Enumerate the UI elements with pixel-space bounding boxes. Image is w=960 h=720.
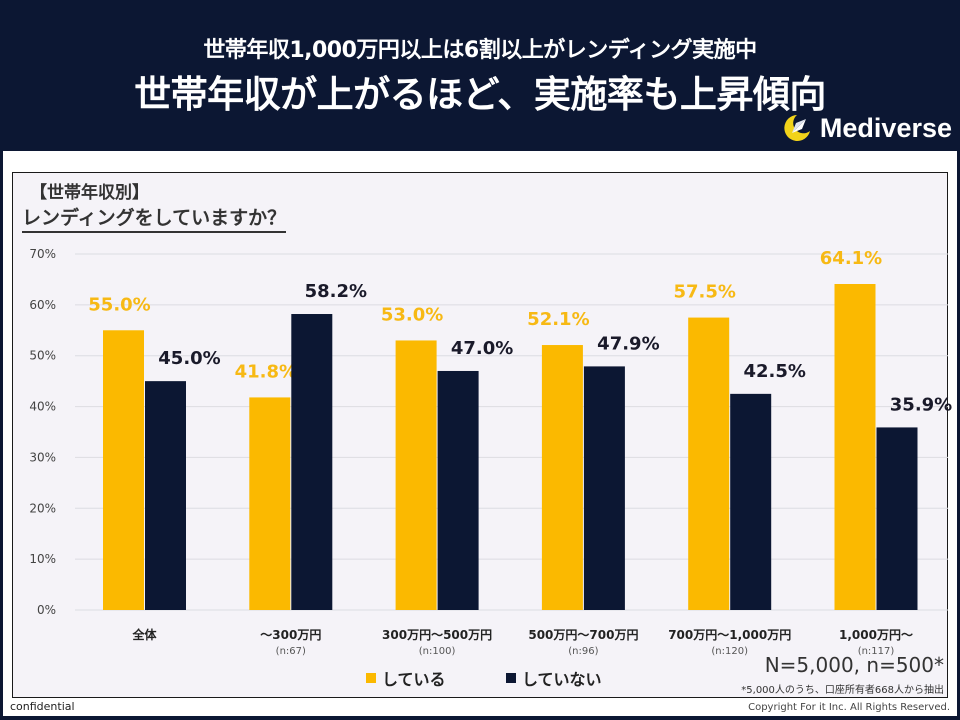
bar-doing [834, 284, 876, 610]
legend-swatch-doing [366, 673, 376, 683]
brand-name: Mediverse [819, 112, 952, 143]
x-tick-label: 300万円～500万円 [382, 628, 492, 642]
data-label-not-doing: 45.0% [158, 348, 220, 369]
bar-not-doing [876, 427, 918, 610]
data-label-doing: 57.5% [673, 282, 735, 303]
y-tick-label: 40% [29, 400, 56, 414]
legend-label-doing: している [382, 670, 446, 689]
data-label-doing: 53.0% [381, 304, 443, 325]
bar-not-doing [291, 314, 333, 610]
bar-doing [395, 340, 437, 610]
bar-not-doing [437, 370, 479, 610]
legend-item-doing: している [366, 666, 446, 690]
x-tick-sublabel: (n:67) [276, 646, 306, 657]
y-tick-label: 50% [29, 349, 56, 363]
slide-title: 世帯年収が上がるほど、実施率も上昇傾向 [134, 73, 826, 116]
y-tick-label: 30% [29, 450, 56, 464]
x-tick-sublabel: (n:117) [858, 646, 895, 657]
y-tick-label: 10% [29, 552, 56, 566]
brand-logo: Mediverse [780, 110, 952, 146]
bar-doing [541, 345, 583, 610]
x-tick-label: 全体 [131, 627, 157, 642]
bar-doing [249, 397, 291, 610]
data-label-not-doing: 42.5% [743, 361, 805, 382]
panel-heading: 【世帯年収別】 [30, 183, 149, 203]
data-label-not-doing: 47.9% [597, 333, 659, 354]
bar-not-doing [145, 381, 186, 610]
panel-question: レンディングをしていますか？ [22, 203, 287, 233]
bar-doing [688, 317, 730, 610]
x-tick-sublabel: (n:120) [711, 646, 748, 657]
data-label-not-doing: 47.0% [451, 338, 513, 359]
data-label-doing: 41.8% [235, 361, 297, 382]
bar-doing [103, 330, 144, 610]
x-tick-sublabel: (n:96) [568, 646, 598, 657]
copyright: Copyright For it Inc. All Rights Reserve… [748, 702, 950, 713]
footnote: *5,000人のうち、口座所有者668人から抽出 [741, 685, 944, 696]
data-label-doing: 64.1% [820, 248, 882, 269]
legend-label-not-doing: していない [522, 670, 602, 689]
bar-not-doing [730, 393, 772, 610]
y-tick-label: 70% [29, 247, 56, 261]
data-label-not-doing: 58.2% [305, 281, 367, 302]
x-tick-label: 500万円～700万円 [528, 628, 638, 642]
data-label-doing: 55.0% [88, 294, 150, 315]
x-tick-sublabel: (n:100) [419, 646, 456, 657]
crescent-rocket-icon [784, 115, 810, 141]
y-tick-label: 20% [29, 501, 56, 515]
y-tick-label: 60% [29, 298, 56, 312]
x-tick-label: ～300万円 [260, 628, 321, 642]
header-banner: 世帯年収1,000万円以上は6割以上がレンディング実施中 世帯年収が上がるほど、… [0, 0, 960, 150]
data-label-not-doing: 35.9% [890, 394, 952, 415]
x-tick-label: 700万円～1,000万円 [668, 628, 791, 642]
legend-item-not-doing: していない [506, 666, 602, 690]
legend-swatch-not-doing [506, 673, 516, 683]
y-tick-label: 0% [37, 603, 56, 617]
data-label-doing: 52.1% [527, 309, 589, 330]
bar-not-doing [583, 366, 625, 610]
x-tick-label: 1,000万円～ [839, 628, 913, 642]
sample-size-note: N=5,000, n=500* [764, 653, 944, 677]
confidential-label: confidential [10, 700, 75, 713]
slide-subtitle: 世帯年収1,000万円以上は6割以上がレンディング実施中 [203, 38, 757, 63]
